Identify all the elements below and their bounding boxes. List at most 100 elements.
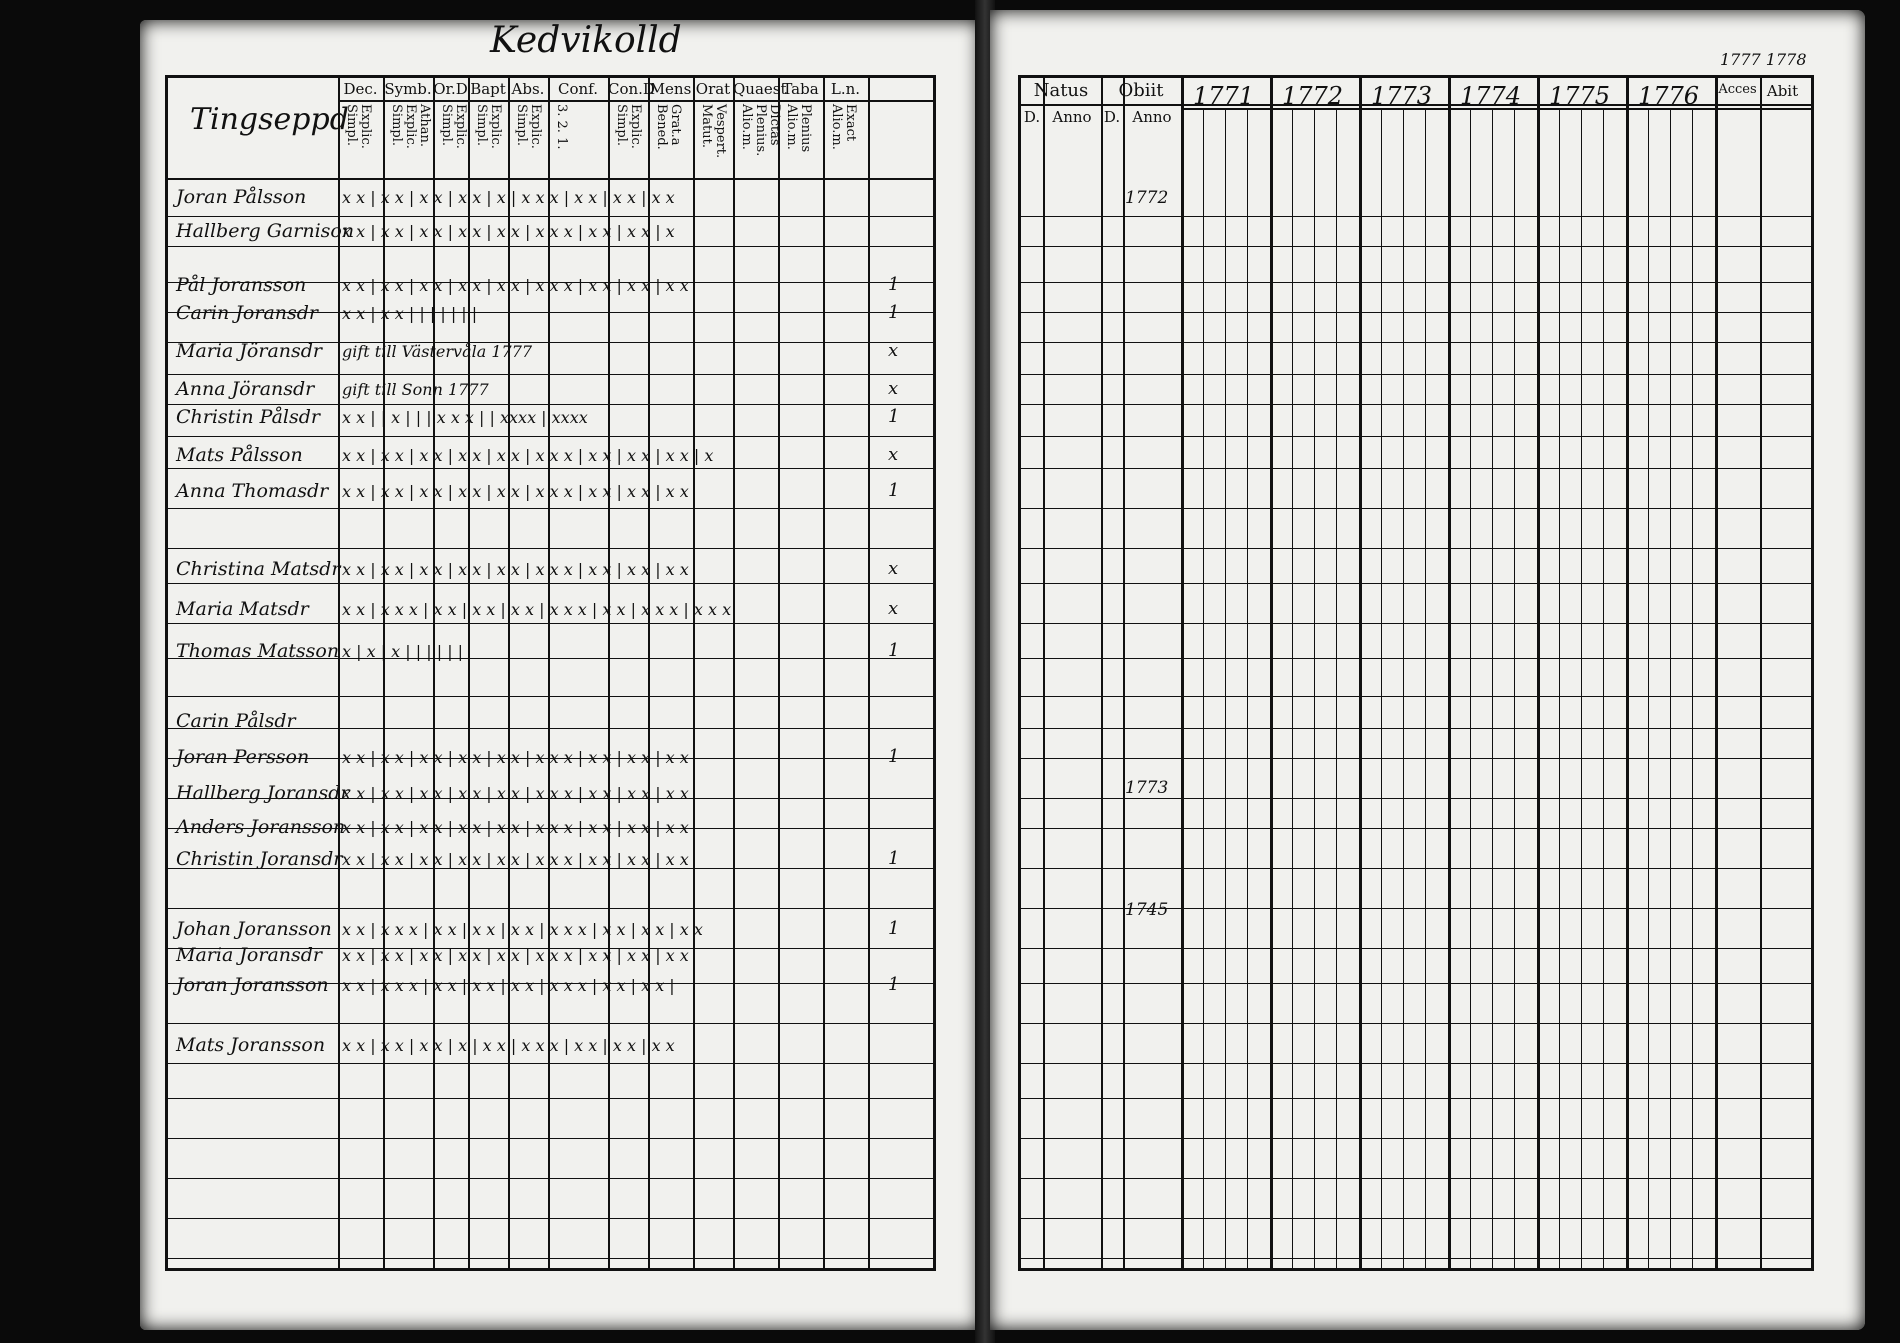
- year-header: 1773: [1371, 82, 1433, 110]
- column-divider: [648, 78, 650, 1268]
- person-name: Christin Pålsdr: [176, 406, 321, 428]
- column-subheader: 3. 2. 1.: [554, 104, 569, 150]
- top-right-years: 1777 1778: [1720, 50, 1807, 69]
- person-name: Thomas Matsson: [176, 640, 340, 662]
- column-header: L.n.: [830, 80, 861, 98]
- examination-marks: x x | x x | x x | x x | x x | x x x | x …: [342, 276, 689, 295]
- examination-marks: x x | x x | x x | x | x x | x x x | x x …: [342, 1036, 675, 1055]
- column-divider: [548, 78, 550, 1268]
- sub-column-divider: [1247, 108, 1248, 1268]
- year-header: 1774: [1460, 82, 1522, 110]
- column-divider: [733, 78, 735, 1268]
- ln-mark: x: [888, 444, 899, 465]
- column-header: Taba: [782, 80, 819, 98]
- person-name: Joran Persson: [176, 746, 310, 768]
- examination-marks: x x | x x | x x | x x | x x | x x x | x …: [342, 850, 689, 869]
- column-subheader: Explic. Simpl.: [474, 104, 503, 149]
- row-line: [168, 282, 933, 283]
- row-line: [168, 342, 933, 343]
- column-divider: [338, 78, 340, 1268]
- row-line: [1021, 404, 1811, 405]
- row-line: [168, 1063, 933, 1064]
- row-line: [1021, 908, 1811, 909]
- row-line: [1021, 1218, 1811, 1219]
- examination-marks: x x | x x | x x | x x | x x | x x x | x …: [342, 446, 714, 465]
- person-name: Maria Joransdr: [176, 944, 323, 966]
- row-line: [1021, 374, 1811, 375]
- column-divider: [1123, 78, 1125, 1268]
- row-line: [168, 508, 933, 509]
- ledger-title: Tingseppd: [190, 102, 349, 137]
- row-line: [1021, 798, 1811, 799]
- obiit-day-subheader: D.: [1103, 108, 1121, 126]
- sub-column-divider: [1581, 108, 1582, 1268]
- year-header: 1775: [1549, 82, 1611, 110]
- row-line: [1021, 1098, 1811, 1099]
- person-name: Joran Pålsson: [176, 186, 307, 208]
- column-divider: [608, 78, 610, 1268]
- row-line: [168, 983, 933, 984]
- person-name: Carin Pålsdr: [176, 710, 296, 732]
- natus-day-subheader: D.: [1023, 108, 1041, 126]
- ln-mark: 1: [888, 302, 900, 323]
- right-page: [990, 10, 1865, 1330]
- examination-marks: x x | x x | x x | x x | x x | x x x | x …: [342, 222, 675, 241]
- column-divider: [823, 78, 825, 1268]
- birth-year-entry: 1745: [1125, 900, 1169, 920]
- row-line: [168, 1258, 933, 1259]
- column-header: Or.D: [433, 80, 468, 98]
- sub-column-divider: [1203, 108, 1204, 1268]
- birth-year-entry: 1773: [1125, 778, 1169, 798]
- row-line: [1021, 548, 1811, 549]
- column-header: Mens: [649, 80, 692, 98]
- year-header-line: [1181, 108, 1811, 110]
- examination-marks: x x | x x x | x x | x x | x x | x x x | …: [342, 976, 675, 995]
- sub-column-divider: [1603, 108, 1604, 1268]
- ln-mark: 1: [888, 848, 900, 869]
- row-line: [168, 948, 933, 949]
- row-line: [168, 1218, 933, 1219]
- column-divider: [693, 78, 695, 1268]
- examination-marks: gift till Västervåla 1777: [342, 342, 533, 361]
- column-divider: [1101, 78, 1103, 1268]
- person-name: Mats Pålsson: [176, 444, 303, 466]
- person-name: Maria Matsdr: [176, 598, 309, 620]
- row-line: [168, 312, 933, 313]
- row-line: [1021, 728, 1811, 729]
- row-line: [1021, 508, 1811, 509]
- ln-mark: x: [888, 558, 899, 579]
- acces-divider: [1715, 78, 1718, 1268]
- ln-mark: 1: [888, 918, 900, 939]
- column-subheader: Vespert. Matut.: [699, 104, 728, 159]
- row-line: [1021, 312, 1811, 313]
- column-divider: [433, 78, 435, 1268]
- catechism-ledger-table: Tingseppd Dec. Explic. Simpl. Symb. Athan. …: [165, 75, 936, 1271]
- examination-marks: x x | x x | | | | | | |: [342, 304, 478, 323]
- examination-marks: x x | x x | x x | x x | x x | x x x | x …: [342, 560, 689, 579]
- person-name: Christin Joransdr: [176, 848, 343, 870]
- row-line: [168, 216, 933, 217]
- sub-column-divider: [1314, 108, 1315, 1268]
- examination-marks: x | x | x | | | | | |: [342, 642, 464, 661]
- person-name: Pål Joransson: [176, 274, 307, 296]
- column-header: Dec.: [343, 80, 378, 98]
- column-subheader: Athan. Explic. Simpl.: [389, 104, 432, 149]
- examination-marks: x x | x x x | x x | x x | x x | x x x | …: [342, 920, 703, 939]
- column-divider: [868, 78, 870, 1268]
- column-subheader: Explic. Simpl.: [514, 104, 543, 149]
- column-divider: [778, 78, 780, 1268]
- header-divider: [1021, 104, 1811, 106]
- ln-mark: 1: [888, 406, 900, 427]
- person-name: Anna Thomasdr: [176, 480, 329, 502]
- column-subheader: Explic. Simpl.: [439, 104, 468, 149]
- person-name: Anna Jöransdr: [176, 378, 315, 400]
- column-divider: [508, 78, 510, 1268]
- row-line: [168, 468, 933, 469]
- row-line: [1021, 696, 1811, 697]
- row-line: [168, 696, 933, 697]
- page-caption: Kedvikolld: [490, 20, 682, 61]
- person-name: Hallberg Garnison: [176, 220, 355, 242]
- person-name: Johan Joransson: [176, 918, 332, 940]
- sub-column-divider: [1225, 108, 1226, 1268]
- examination-marks: x x | x x | x x | x x | x x | x x x | x …: [342, 818, 689, 837]
